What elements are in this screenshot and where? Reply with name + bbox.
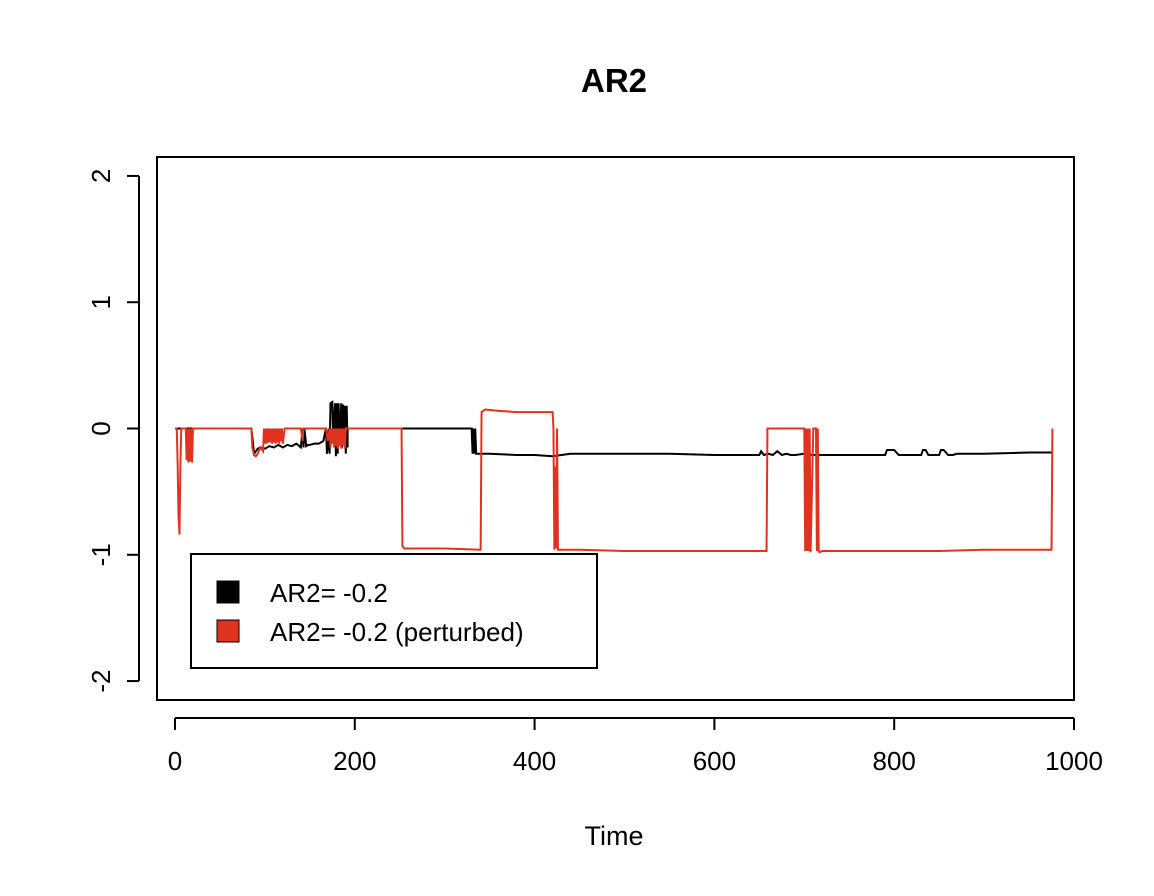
y-tick-label: 1 xyxy=(86,295,116,309)
x-axis: 0 200 400 600 800 1000 xyxy=(168,717,1103,776)
x-tick-label: 600 xyxy=(693,746,736,776)
legend-label-series-1: AR2= -0.2 xyxy=(270,578,388,608)
legend-swatch-series-1 xyxy=(216,580,240,604)
legend-swatch-series-2 xyxy=(216,619,240,643)
y-tick-label: -2 xyxy=(86,669,116,692)
plot-area-frame xyxy=(156,156,1075,701)
y-tick-label: 0 xyxy=(86,421,116,435)
chart-title: AR2 xyxy=(581,62,647,99)
x-tick-label: 800 xyxy=(873,746,916,776)
x-tick-label: 400 xyxy=(513,746,556,776)
legend: AR2= -0.2 AR2= -0.2 (perturbed) xyxy=(190,553,598,669)
series-line-2 xyxy=(174,408,1054,554)
y-tick-label: 2 xyxy=(86,169,116,183)
legend-box xyxy=(190,553,598,669)
x-tick-label: 0 xyxy=(168,746,182,776)
y-tick-label: -1 xyxy=(86,543,116,566)
series-line-1 xyxy=(174,400,1053,458)
x-tick-label: 200 xyxy=(333,746,376,776)
legend-label-series-2: AR2= -0.2 (perturbed) xyxy=(270,617,524,647)
series-layer xyxy=(174,400,1054,554)
x-axis-label: Time xyxy=(585,821,644,851)
x-tick-label: 1000 xyxy=(1045,746,1103,776)
y-axis: -2 -1 0 1 2 xyxy=(86,169,140,693)
